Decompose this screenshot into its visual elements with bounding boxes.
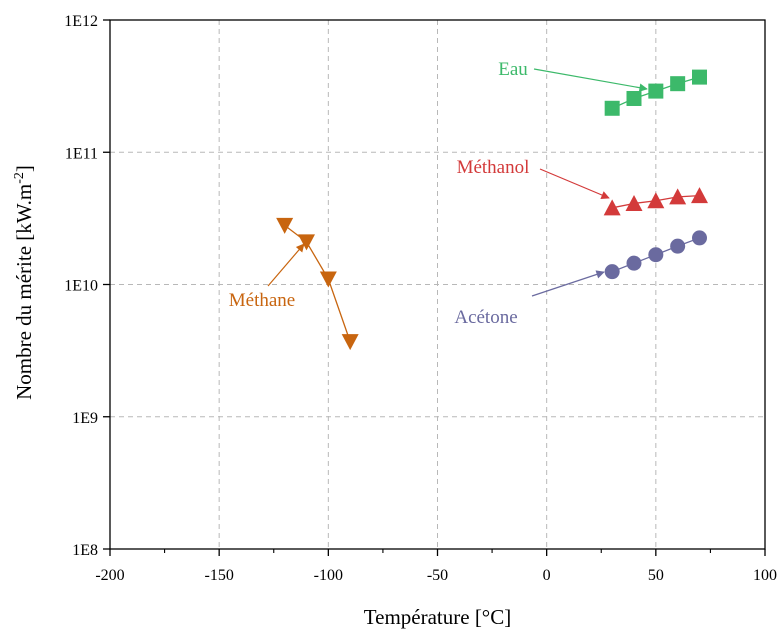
- series-label-acétone: Acétone: [454, 307, 517, 328]
- data-point-square: [604, 100, 620, 116]
- data-point-triangle-up: [603, 199, 621, 216]
- y-tick-label: 1E10: [64, 278, 98, 295]
- y-axis-title-end: ]: [12, 165, 36, 172]
- y-tick-label: 1E9: [72, 410, 98, 427]
- axis-ticks: -200 -150 -100 -50 0 50 100 1E8 1E9 1E10 1E11 1E12: [64, 13, 777, 584]
- x-tick-label: 100: [753, 567, 777, 584]
- data-point-triangle-down: [276, 217, 294, 234]
- data-point-triangle-up: [647, 192, 665, 209]
- x-tick-label: -200: [95, 567, 124, 584]
- series-label-eau: Eau: [498, 59, 528, 80]
- y-axis-title-superscript: -2: [12, 172, 27, 184]
- series-méthane: [276, 217, 359, 351]
- annotation-arrow: [533, 68, 648, 92]
- data-point-circle: [604, 264, 620, 280]
- data-point-circle: [670, 238, 686, 254]
- annotation-arrow: [531, 270, 605, 297]
- data-point-triangle-up: [691, 187, 708, 204]
- x-axis-title: Température [°C]: [364, 605, 511, 629]
- data-point-triangle-up: [625, 194, 643, 211]
- y-tick-label: 1E12: [64, 13, 98, 30]
- x-tick-label: -50: [427, 567, 448, 584]
- data-point-circle: [692, 230, 707, 246]
- annotation-arrow: [267, 243, 305, 287]
- data-point-square: [670, 76, 686, 92]
- data-point-square: [692, 69, 707, 85]
- data-point-triangle-down: [298, 234, 315, 251]
- series-label-méthane: Méthane: [229, 290, 295, 311]
- series-acétone: [604, 230, 707, 280]
- series-line: [284, 224, 351, 342]
- series-eau: [604, 69, 707, 116]
- data-point-circle: [648, 247, 664, 263]
- data-point-triangle-down: [341, 334, 359, 351]
- series-label-méthanol: Méthanol: [457, 157, 530, 178]
- y-tick-label: 1E8: [72, 542, 98, 559]
- annotation-arrow: [539, 168, 610, 199]
- y-axis-title: Nombre du mérite [kW.m-2]: [12, 165, 36, 400]
- series-méthanol: [603, 187, 708, 216]
- x-tick-label: -100: [314, 567, 343, 584]
- y-axis-title-main: Nombre du mérite [kW.m: [12, 184, 36, 400]
- grid: [110, 20, 765, 549]
- plot-series: [276, 69, 708, 351]
- y-tick-label: 1E11: [65, 145, 98, 162]
- x-tick-label: 0: [543, 567, 551, 584]
- x-tick-label: 50: [648, 567, 664, 584]
- data-point-square: [626, 90, 642, 106]
- data-point-square: [648, 83, 664, 99]
- data-point-circle: [626, 255, 642, 271]
- data-point-triangle-up: [669, 188, 687, 205]
- series-annotations: Eau Méthanol Acétone Méthane: [229, 59, 648, 328]
- x-tick-label: -150: [205, 567, 234, 584]
- data-point-triangle-down: [319, 271, 337, 288]
